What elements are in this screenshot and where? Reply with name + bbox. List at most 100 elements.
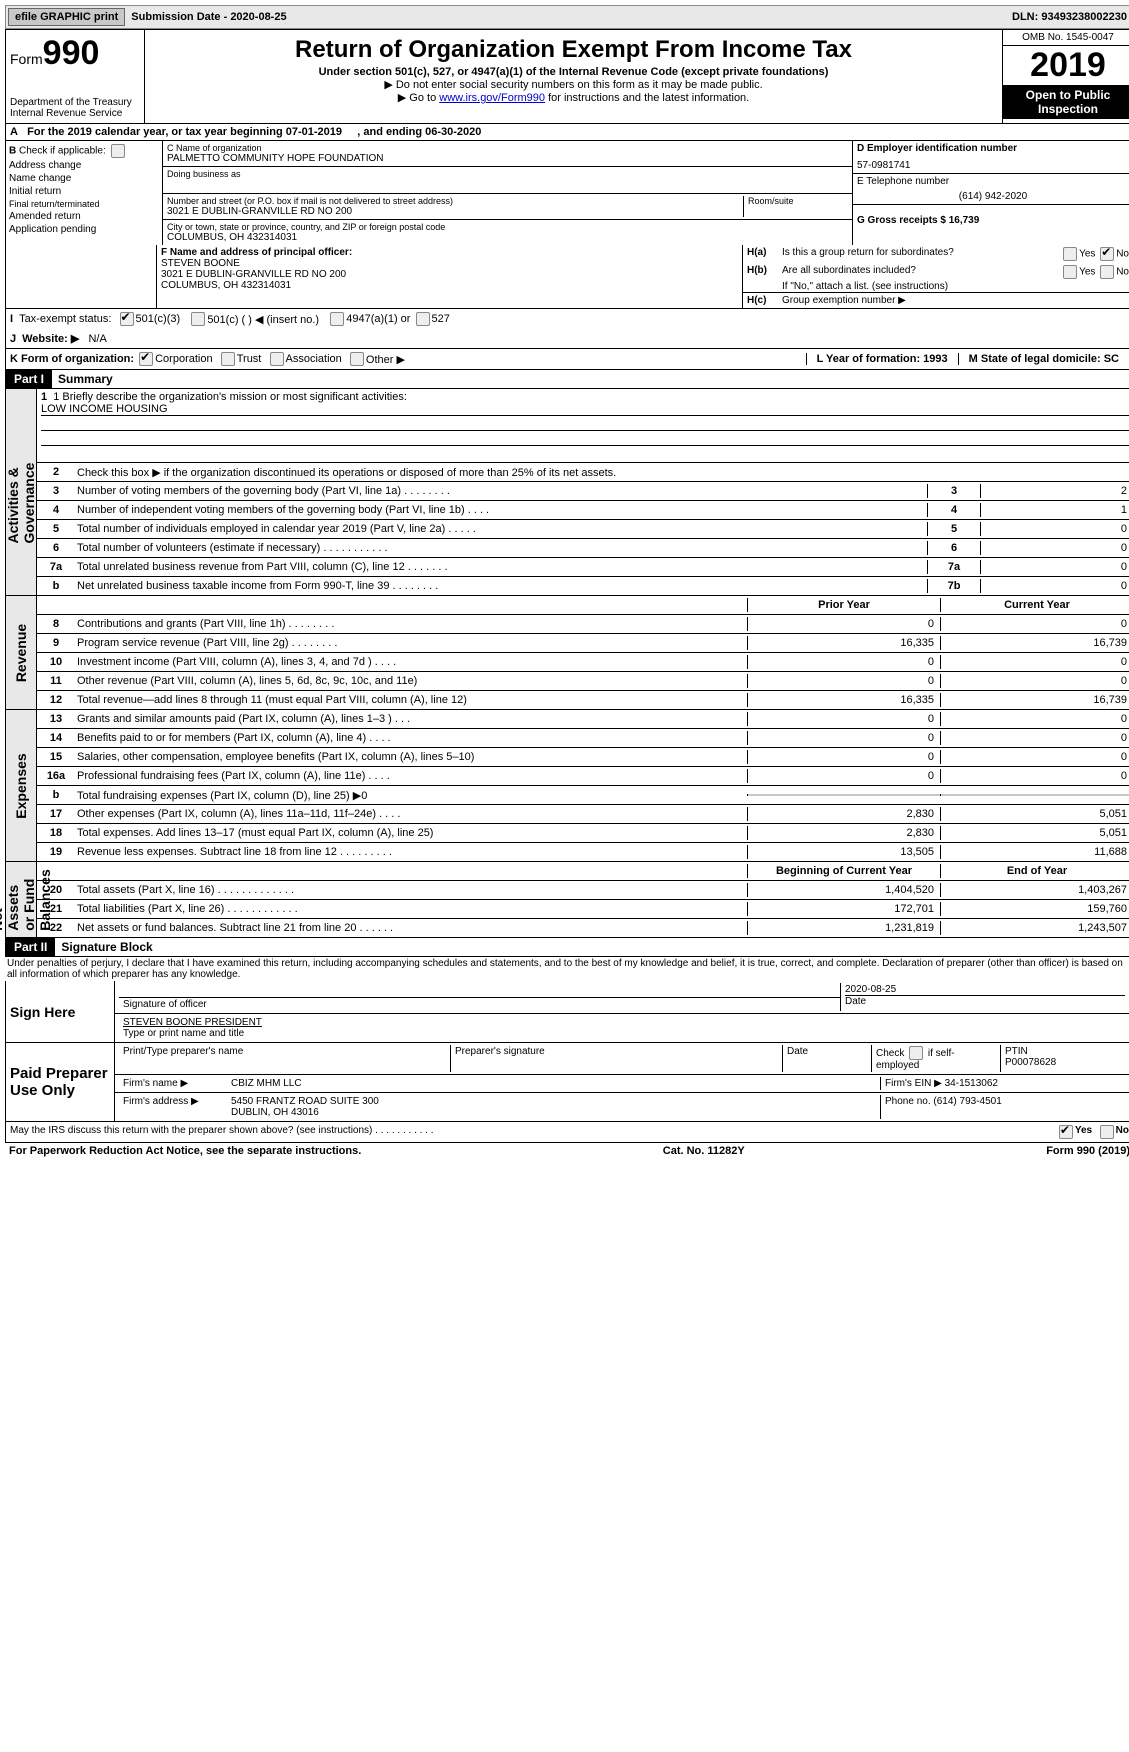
ha-yes-checkbox[interactable] — [1063, 247, 1077, 261]
part2-label: Part II — [6, 938, 55, 956]
open-public: Open to Public Inspection — [1003, 85, 1129, 119]
table-row: 13Grants and similar amounts paid (Part … — [37, 710, 1129, 729]
c-addr-val: 3021 E DUBLIN-GRANVILLE RD NO 200 — [167, 206, 743, 217]
efile-button[interactable]: efile GRAPHIC print — [8, 8, 125, 26]
header-mid: Return of Organization Exempt From Incom… — [145, 30, 1002, 123]
i-501c3-checkbox[interactable] — [120, 312, 134, 326]
ha-no-checkbox[interactable] — [1100, 247, 1114, 261]
k-other-checkbox[interactable] — [350, 352, 364, 366]
part1-title: Summary — [52, 370, 119, 388]
prep-name-label: Print/Type preparer's name — [119, 1045, 450, 1072]
mission-label: 1 Briefly describe the organization's mi… — [53, 391, 407, 403]
top-bar: efile GRAPHIC print Submission Date - 20… — [5, 5, 1129, 29]
k-assoc: Association — [286, 353, 342, 365]
note-goto-post: for instructions and the latest informat… — [545, 92, 749, 104]
table-row: 16aProfessional fundraising fees (Part I… — [37, 767, 1129, 786]
form-number: 990 — [43, 34, 100, 72]
k-label: K Form of organization: — [10, 353, 134, 365]
line2-text: Check this box ▶ if the organization dis… — [75, 465, 1129, 480]
i-text: Tax-exempt status: — [19, 313, 111, 325]
e-phone-label: E Telephone number — [857, 176, 1129, 187]
footer-cat: Cat. No. 11282Y — [663, 1145, 745, 1157]
revenue-section: Revenue Prior Year Current Year 8Contrib… — [5, 596, 1129, 710]
k-trust: Trust — [237, 353, 262, 365]
discuss-no-checkbox[interactable] — [1100, 1125, 1114, 1139]
e-phone-val: (614) 942-2020 — [857, 191, 1129, 202]
hb-no-checkbox[interactable] — [1100, 265, 1114, 279]
table-row: 11Other revenue (Part VIII, column (A), … — [37, 672, 1129, 691]
hb-yes: Yes — [1079, 267, 1095, 278]
mission-value: LOW INCOME HOUSING — [41, 403, 1129, 416]
i-527-checkbox[interactable] — [416, 312, 430, 326]
checkbox-applicable[interactable] — [111, 144, 125, 158]
tax-year: 2019 — [1003, 46, 1129, 85]
k-other: Other ▶ — [366, 353, 405, 366]
i-501c: 501(c) ( ) ◀ (insert no.) — [207, 313, 319, 326]
header-boy: Beginning of Current Year — [747, 864, 940, 878]
j-text: Website: ▶ — [22, 332, 79, 345]
header-prior: Prior Year — [747, 598, 940, 612]
chk-address: Address change — [9, 160, 81, 171]
i-501c-checkbox[interactable] — [191, 312, 205, 326]
hc-label: Group exemption number ▶ — [782, 295, 906, 306]
expenses-section: Expenses 13Grants and similar amounts pa… — [5, 710, 1129, 862]
prep-date-label: Date — [782, 1045, 871, 1072]
sign-section: Sign Here Signature of officer 2020-08-2… — [5, 981, 1129, 1143]
table-row: 18Total expenses. Add lines 13–17 (must … — [37, 824, 1129, 843]
m-state: M State of legal domicile: SC — [969, 353, 1119, 365]
prep-sig-label: Preparer's signature — [450, 1045, 782, 1072]
k-trust-checkbox[interactable] — [221, 352, 235, 366]
b-check-label: Check if applicable: — [19, 146, 106, 157]
firm-phone-val: (614) 793-4501 — [933, 1096, 1001, 1107]
l-year: L Year of formation: 1993 — [817, 353, 948, 365]
header-eoy: End of Year — [940, 864, 1129, 878]
sig-name-val: STEVEN BOONE PRESIDENT — [123, 1017, 1125, 1028]
i-label: I — [10, 313, 13, 325]
perjury-text: Under penalties of perjury, I declare th… — [5, 957, 1129, 981]
line-a-prefix: A — [10, 126, 18, 138]
hb-label: Are all subordinates included? — [782, 265, 1061, 279]
firm-ein-label: Firm's EIN ▶ — [885, 1078, 942, 1089]
row-i: I Tax-exempt status: 501(c)(3) 501(c) ( … — [5, 309, 1129, 329]
chk-final: Final return/terminated — [9, 199, 100, 209]
side-expenses: Expenses — [6, 710, 37, 861]
chk-amended: Amended return — [9, 211, 81, 222]
chk-pending: Application pending — [9, 224, 96, 235]
k-assoc-checkbox[interactable] — [270, 352, 284, 366]
ha-no: No — [1116, 249, 1129, 260]
firm-ein-val: 34-1513062 — [945, 1078, 998, 1089]
section-b: B Check if applicable: Address change Na… — [6, 141, 163, 245]
discuss-text: May the IRS discuss this return with the… — [10, 1125, 434, 1139]
part2-header-row: Part II Signature Block — [5, 938, 1129, 957]
paid-preparer-label: Paid Preparer Use Only — [6, 1043, 115, 1121]
table-row: 3Number of voting members of the governi… — [37, 482, 1129, 501]
i-501c3: 501(c)(3) — [136, 313, 181, 325]
c-org-label: C Name of organization — [167, 143, 848, 153]
firm-name-label: Firm's name ▶ — [119, 1077, 227, 1090]
k-corp-checkbox[interactable] — [139, 352, 153, 366]
governance-section: Activities & Governance 1 1 Briefly desc… — [5, 389, 1129, 596]
omb-number: OMB No. 1545-0047 — [1003, 30, 1129, 46]
d-ein-label: D Employer identification number — [857, 143, 1129, 154]
hb-yes-checkbox[interactable] — [1063, 265, 1077, 279]
g-receipts: G Gross receipts $ 16,739 — [857, 215, 979, 226]
table-row: 4Number of independent voting members of… — [37, 501, 1129, 520]
self-emp-checkbox[interactable] — [909, 1046, 923, 1060]
irs-link[interactable]: www.irs.gov/Form990 — [439, 92, 545, 104]
discuss-yes-checkbox[interactable] — [1059, 1125, 1073, 1139]
footer-left: For Paperwork Reduction Act Notice, see … — [9, 1145, 361, 1157]
ptin-label: PTIN — [1005, 1046, 1125, 1057]
part2-title: Signature Block — [55, 938, 158, 956]
header-right: OMB No. 1545-0047 2019 Open to Public In… — [1002, 30, 1129, 123]
ptin-val: P00078628 — [1005, 1057, 1125, 1068]
section-c: C Name of organization PALMETTO COMMUNIT… — [163, 141, 852, 245]
c-city-val: COLUMBUS, OH 432314031 — [167, 232, 848, 243]
d-ein-val: 57-0981741 — [857, 160, 1129, 171]
chk-initial: Initial return — [9, 186, 61, 197]
header-left: Form990 Department of the Treasury Inter… — [6, 30, 145, 123]
c-dba-label: Doing business as — [167, 169, 848, 179]
submission-date: Submission Date - 2020-08-25 — [131, 11, 286, 23]
sig-date-label: Date — [845, 995, 1125, 1007]
dln-number: DLN: 93493238002230 — [1012, 11, 1127, 23]
i-4947-checkbox[interactable] — [330, 312, 344, 326]
